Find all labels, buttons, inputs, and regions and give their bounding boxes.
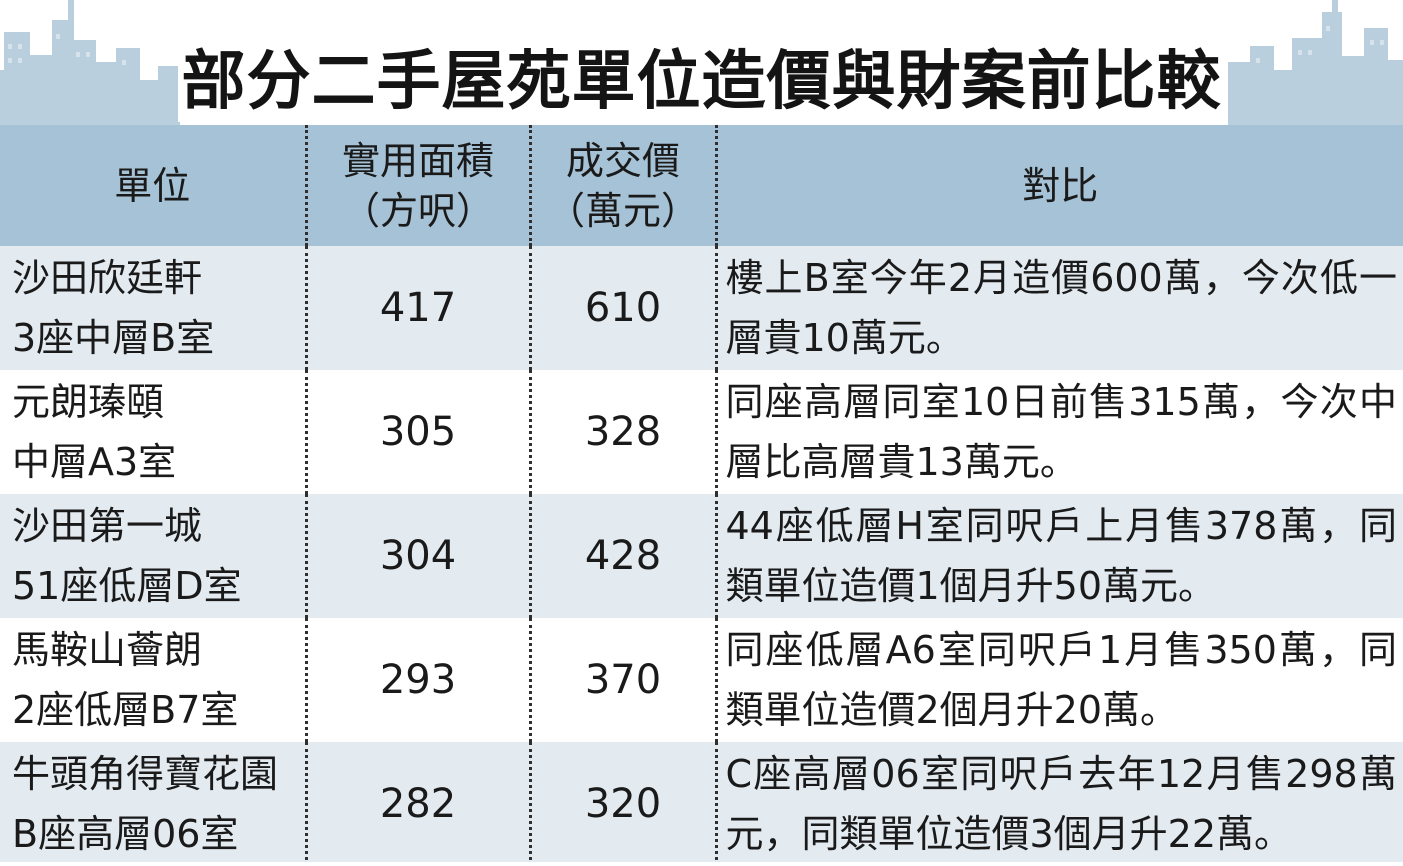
price-cell: 370 — [530, 618, 718, 742]
compare-cell: 同座低層A6室同呎戶1月售350萬，同類單位造價2個月升20萬。 — [716, 618, 1403, 742]
table-row: 馬鞍山薈朗 2座低層B7室 293 370 同座低層A6室同呎戶1月售350萬，… — [0, 618, 1403, 742]
unit-detail: 3座中層B室 — [12, 316, 215, 360]
area-cell: 282 — [306, 742, 532, 866]
unit-detail: 中層A3室 — [12, 440, 177, 484]
compare-cell: 44座低層H室同呎戶上月售378萬，同類單位造價1個月升50萬元。 — [716, 494, 1403, 618]
skyline-decoration — [0, 0, 1403, 125]
price-cell: 428 — [530, 494, 718, 618]
price-cell: 610 — [530, 246, 718, 370]
unit-cell: 元朗瑧頤 中層A3室 — [0, 370, 308, 494]
price-cell: 320 — [530, 742, 718, 866]
area-cell: 305 — [306, 370, 532, 494]
header-price: 成交價 （萬元） — [530, 125, 718, 246]
unit-cell: 馬鞍山薈朗 2座低層B7室 — [0, 618, 308, 742]
area-cell: 293 — [306, 618, 532, 742]
header-unit: 單位 — [0, 125, 308, 246]
page-title: 部分二手屋苑單位造價與財案前比較 — [181, 45, 1222, 119]
unit-cell: 牛頭角得寶花園 B座高層06室 — [0, 742, 308, 866]
price-cell: 328 — [530, 370, 718, 494]
unit-cell: 沙田欣廷軒 3座中層B室 — [0, 246, 308, 370]
header-compare: 對比 — [716, 125, 1403, 246]
header-price-line2: （萬元） — [546, 188, 699, 233]
unit-name: 牛頭角得寶花園 — [12, 752, 279, 796]
table-row: 牛頭角得寶花園 B座高層06室 282 320 C座高層06室同呎戶去年12月售… — [0, 742, 1403, 866]
unit-detail: 2座低層B7室 — [12, 688, 239, 732]
compare-cell: C座高層06室同呎戶去年12月售298萬元，同類單位造價3個月升22萬。 — [716, 742, 1403, 866]
unit-name: 沙田欣廷軒 — [12, 256, 203, 300]
table-row: 元朗瑧頤 中層A3室 305 328 同座高層同室10日前售315萬，今次中層比… — [0, 370, 1403, 494]
header-compare-label: 對比 — [1022, 163, 1099, 208]
compare-cell: 同座高層同室10日前售315萬，今次中層比高層貴13萬元。 — [716, 370, 1403, 494]
bottom-edge — [0, 862, 1403, 866]
header-area-line2: （方呎） — [341, 188, 494, 233]
compare-cell: 樓上B室今年2月造價600萬，今次低一層貴10萬元。 — [716, 246, 1403, 370]
unit-cell: 沙田第一城 51座低層D室 — [0, 494, 308, 618]
unit-name: 馬鞍山薈朗 — [12, 628, 203, 672]
unit-name: 沙田第一城 — [12, 504, 203, 548]
header-area-line1: 實用面積 — [341, 138, 494, 183]
title-box: 部分二手屋苑單位造價與財案前比較 — [178, 30, 1225, 122]
header-price-line1: 成交價 — [565, 138, 680, 183]
header-area: 實用面積 （方呎） — [306, 125, 532, 246]
unit-name: 元朗瑧頤 — [12, 380, 165, 424]
table-row: 沙田欣廷軒 3座中層B室 417 610 樓上B室今年2月造價600萬，今次低一… — [0, 246, 1403, 370]
comparison-table: 單位 實用面積 （方呎） 成交價 （萬元） 對比 沙田欣廷軒 3座中層B室 41… — [0, 125, 1403, 866]
unit-detail: B座高層06室 — [12, 812, 239, 856]
table-row: 沙田第一城 51座低層D室 304 428 44座低層H室同呎戶上月售378萬，… — [0, 494, 1403, 618]
area-cell: 417 — [306, 246, 532, 370]
header-unit-label: 單位 — [114, 163, 191, 208]
table-header: 單位 實用面積 （方呎） 成交價 （萬元） 對比 — [0, 125, 1403, 246]
unit-detail: 51座低層D室 — [12, 564, 242, 608]
area-cell: 304 — [306, 494, 532, 618]
